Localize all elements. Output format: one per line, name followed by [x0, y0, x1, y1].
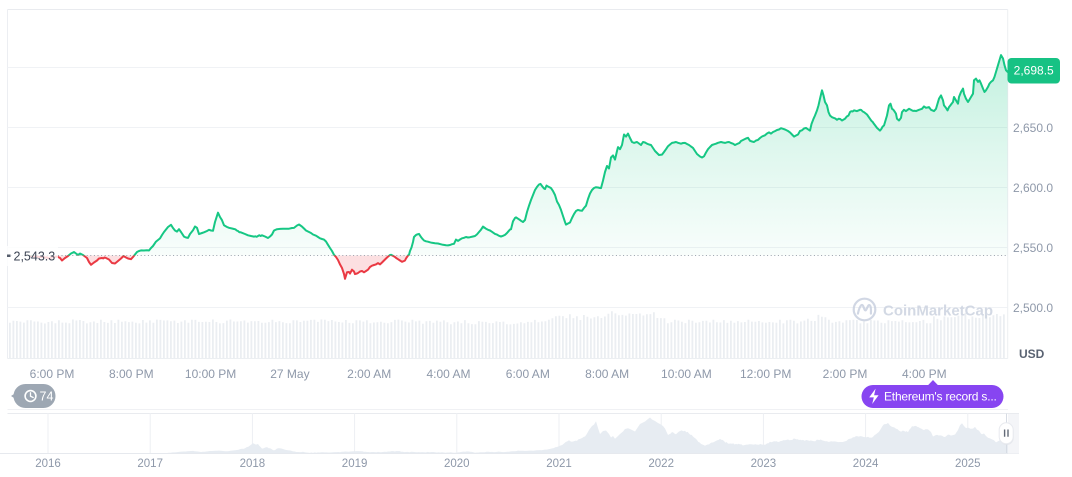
- svg-text:2016: 2016: [35, 458, 61, 470]
- svg-text:8:00 PM: 8:00 PM: [109, 367, 154, 381]
- svg-text:2,650.0: 2,650.0: [1013, 121, 1053, 135]
- svg-text:2,550.0: 2,550.0: [1013, 241, 1053, 255]
- svg-text:27 May: 27 May: [270, 367, 309, 381]
- svg-text:74: 74: [40, 390, 54, 404]
- svg-text:2022: 2022: [648, 458, 674, 470]
- svg-text:8:00 AM: 8:00 AM: [585, 367, 629, 381]
- svg-text:2:00 AM: 2:00 AM: [347, 367, 391, 381]
- svg-text:12:00 PM: 12:00 PM: [740, 367, 791, 381]
- svg-text:2,698.5: 2,698.5: [1014, 64, 1054, 78]
- svg-text:2,543.3: 2,543.3: [14, 250, 56, 264]
- svg-text:2019: 2019: [342, 458, 368, 470]
- svg-text:USD: USD: [1019, 347, 1045, 361]
- svg-text:2,600.0: 2,600.0: [1013, 181, 1053, 195]
- svg-text:2025: 2025: [955, 458, 981, 470]
- svg-text:Ethereum's record s...: Ethereum's record s...: [884, 390, 997, 404]
- svg-text:2024: 2024: [853, 458, 879, 470]
- svg-text:2,500.0: 2,500.0: [1013, 301, 1053, 315]
- svg-text:10:00 AM: 10:00 AM: [661, 367, 712, 381]
- svg-text:2:00 PM: 2:00 PM: [823, 367, 868, 381]
- svg-text:10:00 PM: 10:00 PM: [185, 367, 236, 381]
- svg-text:2021: 2021: [546, 458, 572, 470]
- svg-text:6:00 AM: 6:00 AM: [506, 367, 550, 381]
- svg-text:6:00 PM: 6:00 PM: [30, 367, 75, 381]
- svg-text:2017: 2017: [137, 458, 163, 470]
- svg-text:2018: 2018: [240, 458, 266, 470]
- svg-text:2023: 2023: [751, 458, 777, 470]
- svg-text:2020: 2020: [444, 458, 470, 470]
- svg-text:4:00 AM: 4:00 AM: [426, 367, 470, 381]
- svg-text:CoinMarketCap: CoinMarketCap: [883, 303, 993, 320]
- svg-text:4:00 PM: 4:00 PM: [902, 367, 947, 381]
